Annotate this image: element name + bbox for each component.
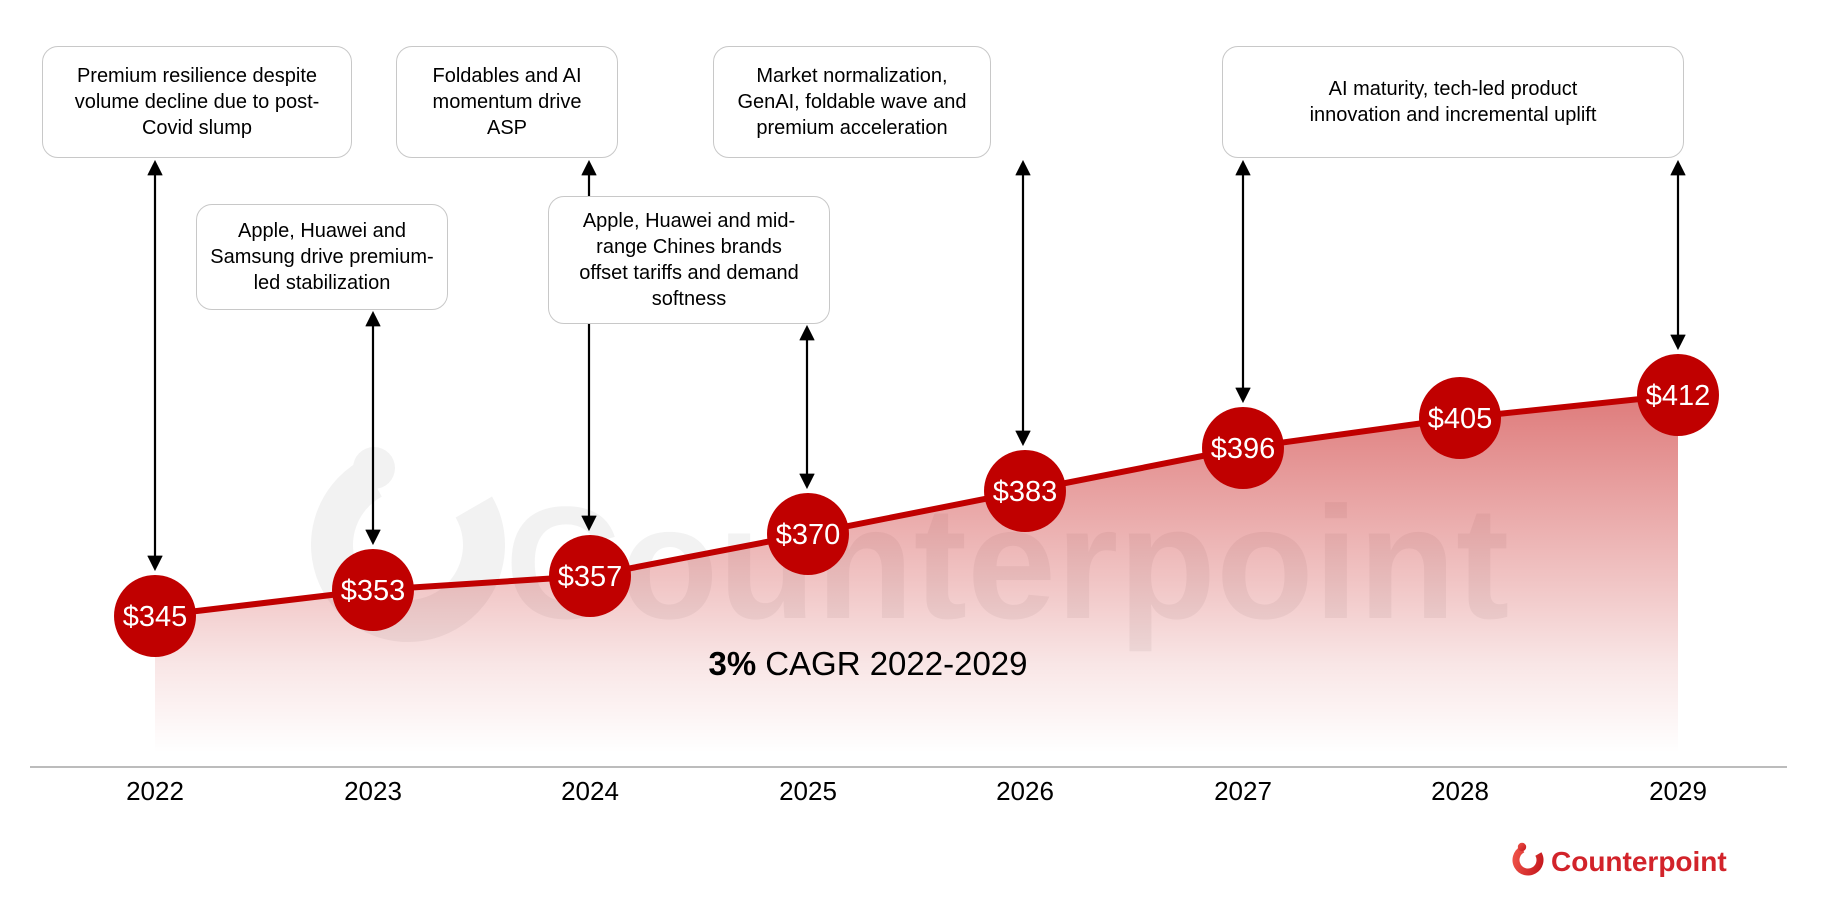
- cagr-label: CAGR 2022-2029: [765, 645, 1028, 682]
- x-tick-2024: 2024: [561, 776, 619, 806]
- x-tick-2022: 2022: [126, 776, 184, 806]
- data-label-2026: $383: [993, 476, 1058, 508]
- brand-logo: Counterpoint: [1512, 842, 1727, 877]
- x-tick-2025: 2025: [779, 776, 837, 806]
- area-fill: [155, 395, 1678, 753]
- x-tick-2029: 2029: [1649, 776, 1707, 806]
- callout-2026: Market normalization, GenAI, foldable wa…: [713, 46, 991, 158]
- data-label-2029: $412: [1646, 380, 1711, 412]
- callout-2027-2029: AI maturity, tech-led product innovation…: [1222, 46, 1684, 158]
- data-label-2023: $353: [341, 575, 406, 607]
- x-tick-2027: 2027: [1214, 776, 1272, 806]
- data-point-2026: $383: [984, 450, 1066, 532]
- callout-2023: Apple, Huawei and Samsung drive premium-…: [196, 204, 448, 310]
- callout-2025: Apple, Huawei and mid- range Chines bran…: [548, 196, 830, 324]
- data-point-2025: $370: [767, 493, 849, 575]
- data-label-2025: $370: [776, 519, 841, 551]
- data-label-2024: $357: [558, 561, 623, 593]
- data-point-2023: $353: [332, 549, 414, 631]
- data-point-2028: $405: [1419, 377, 1501, 459]
- data-point-2027: $396: [1202, 407, 1284, 489]
- data-label-2028: $405: [1428, 403, 1493, 435]
- data-point-2024: $357: [549, 535, 631, 617]
- callout-2024: Foldables and AI momentum drive ASP: [396, 46, 618, 158]
- data-label-2027: $396: [1211, 433, 1276, 465]
- data-point-2022: $345: [114, 575, 196, 657]
- data-point-2029: $412: [1637, 354, 1719, 436]
- brand-logo-text: Counterpoint: [1551, 846, 1727, 877]
- annotation-arrows: [147, 159, 1686, 572]
- x-tick-2026: 2026: [996, 776, 1054, 806]
- cagr-value: 3%: [708, 645, 757, 682]
- x-tick-2028: 2028: [1431, 776, 1489, 806]
- data-label-2022: $345: [123, 601, 188, 633]
- data-points: $345 $353 $357 $370 $383 $396: [114, 354, 1719, 657]
- brand-logo-mark-icon: [1512, 844, 1544, 876]
- callout-2022: Premium resilience despite volume declin…: [42, 46, 352, 158]
- x-tick-2023: 2023: [344, 776, 402, 806]
- brand-logo-dot-icon: [1517, 842, 1527, 852]
- cagr-note: 3% CAGR 2022-2029: [708, 645, 1027, 683]
